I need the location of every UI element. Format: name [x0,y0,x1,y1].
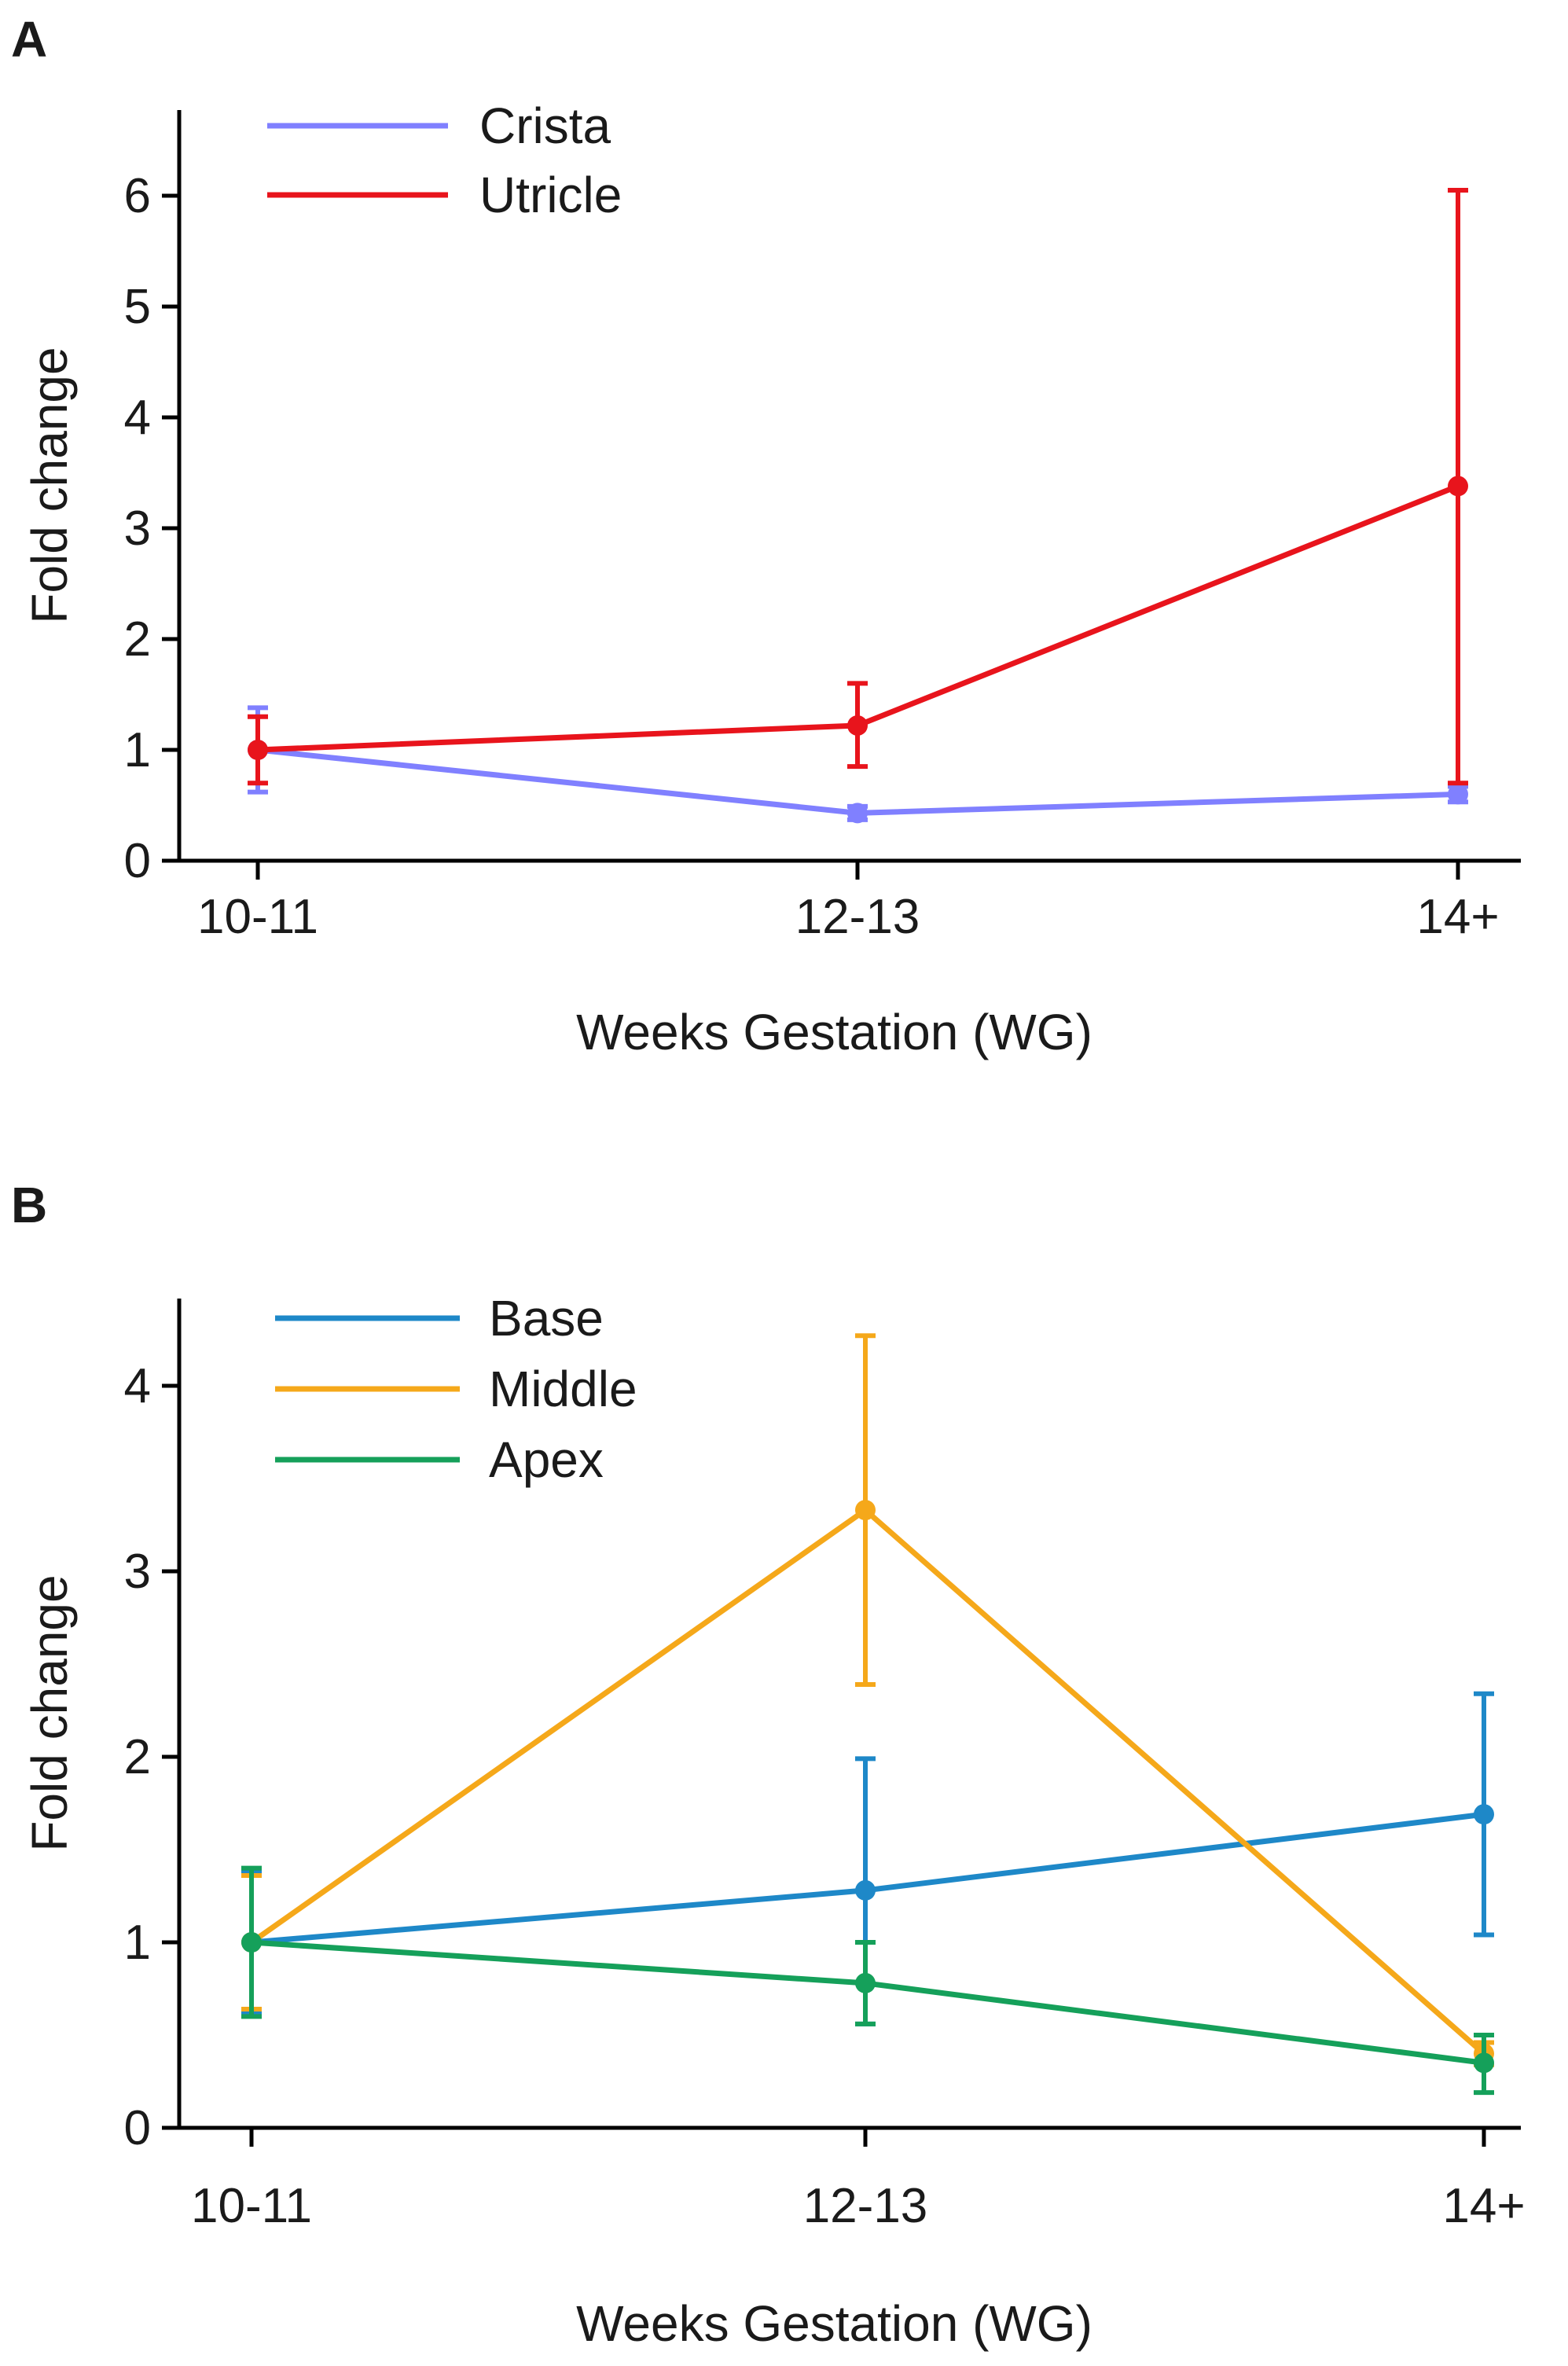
panel-b-x-tick-label: 12-13 [803,2179,928,2233]
legend-label-apex: Apex [489,1431,604,1488]
panel-a-y-tick-label: 2 [124,612,151,667]
crista-data-point [1448,784,1468,805]
panel-a-x-tick-label: 14+ [1416,890,1499,944]
panel-b-y-tick-label: 1 [124,1916,151,1970]
legend-label-base: Base [489,1290,604,1346]
panel-a-y-tick-label: 1 [124,723,151,777]
panel-a-letter: A [11,11,47,68]
panel-b-y-tick-label: 3 [124,1545,151,1599]
panel-a-x-axis-title: Weeks Gestation (WG) [576,1004,1092,1060]
panel-a-y-tick-label: 4 [124,391,151,445]
panel-a-y-tick-label: 3 [124,501,151,556]
panel-b-y-tick-label: 4 [124,1359,151,1413]
panel-b-letter: B [11,1177,47,1233]
panel-b-x-tick-label: 14+ [1442,2179,1525,2233]
panel-a-x-tick-label: 10-11 [197,890,318,944]
utricle-data-point [1448,476,1468,497]
panel-a-y-tick-label: 0 [124,834,151,888]
panel-a-y-axis-title: Fold change [21,347,78,623]
legend-label-middle: Middle [489,1361,637,1417]
utricle-data-point [847,715,868,736]
panel-a-y-tick-label: 5 [124,280,151,334]
utricle-data-point [248,740,268,760]
crista-data-point [847,803,868,824]
panel-b-y-tick-label: 2 [124,1730,151,1784]
base-data-point [1474,1804,1494,1825]
panel-b-y-tick-label: 0 [124,2101,151,2155]
apex-data-point [1474,2052,1494,2074]
apex-data-point [855,1972,876,1993]
panel-b-x-tick-label: 10-11 [191,2179,312,2233]
legend-label-crista: Crista [479,97,611,154]
panel-b: B 0 1 2 3 4 10-11 12-13 14+ Weeks Gestation (WG)… [11,1177,1526,2352]
panel-a-x-tick-label: 12-13 [795,890,920,944]
panel-a: A 0 1 2 3 4 5 6 10-11 12-13 14+ Weeks Gestation (W… [11,11,1521,1060]
panel-b-y-axis-title: Fold change [21,1574,78,1851]
middle-data-point [855,1500,876,1521]
panel-b-x-axis-title: Weeks Gestation (WG) [576,2295,1092,2352]
base-data-point [855,1879,876,1901]
legend-label-utricle: Utricle [479,167,622,223]
panel-a-y-tick-label: 6 [124,169,151,223]
apex-data-point [241,1932,262,1953]
